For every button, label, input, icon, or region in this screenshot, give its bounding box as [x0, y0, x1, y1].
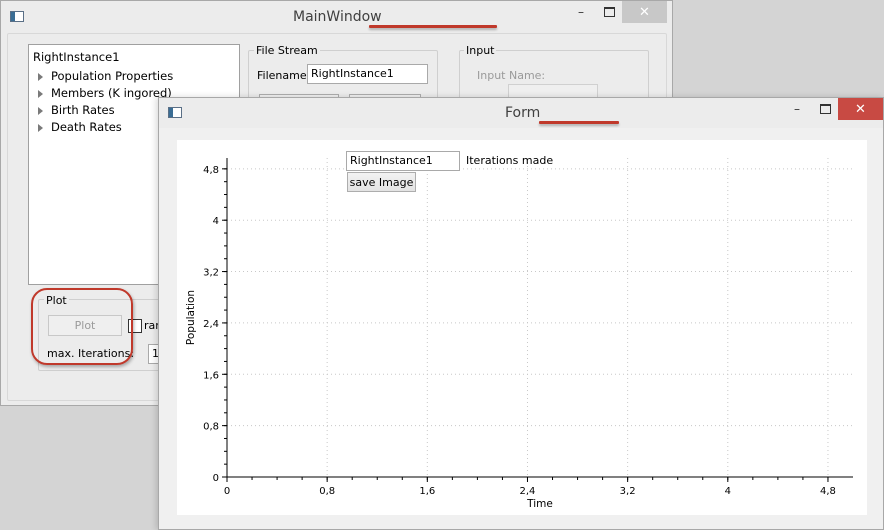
- expand-arrow-icon[interactable]: [38, 89, 43, 98]
- random-checkbox-label: ran: [144, 319, 163, 332]
- x-tick-label: 1,6: [419, 486, 435, 497]
- expand-arrow-icon[interactable]: [38, 106, 43, 115]
- maximize-button[interactable]: [812, 98, 838, 120]
- input-group-label: Input: [464, 44, 497, 57]
- close-icon: ✕: [639, 4, 650, 20]
- form-window-title: Form: [505, 105, 541, 121]
- close-button[interactable]: ✕: [838, 98, 883, 120]
- input-name-field[interactable]: [508, 84, 598, 98]
- annotation-underline: [369, 25, 497, 28]
- x-tick-label: 0: [224, 486, 230, 497]
- maximize-button[interactable]: [597, 1, 621, 23]
- y-tick-label: 3,2: [203, 268, 219, 279]
- plot-button[interactable]: Plot: [48, 315, 122, 336]
- app-icon: [10, 11, 24, 22]
- app-icon: [168, 107, 182, 118]
- close-button[interactable]: ✕: [622, 1, 667, 23]
- x-tick-label: 0,8: [319, 486, 335, 497]
- y-tick-label: 2,4: [203, 319, 219, 330]
- x-axis-label: Time: [526, 498, 553, 510]
- y-tick-label: 4: [213, 216, 219, 227]
- annotation-underline: [539, 121, 619, 124]
- iterations-made-label: Iterations made: [466, 154, 554, 167]
- y-tick-label: 0: [213, 473, 219, 484]
- tree-item-death-rates[interactable]: Death Rates: [38, 120, 122, 134]
- x-tick-label: 3,2: [620, 486, 636, 497]
- form-window: Form – ✕ 0 0,8 1,6 2,4 3,2 4 4,8 0 0,8 1,6 2,4 3,2 4…: [158, 97, 884, 530]
- x-tick-label: 4,8: [820, 486, 836, 497]
- y-axis-label: Population: [185, 290, 197, 345]
- minimize-button[interactable]: –: [794, 102, 800, 116]
- y-tick-label: 0,8: [203, 422, 219, 433]
- plot-canvas: 0 0,8 1,6 2,4 3,2 4 4,8 0 0,8 1,6 2,4 3,2 4 4,8 Time Po…: [177, 140, 867, 515]
- y-tick-label: 4,8: [203, 165, 219, 176]
- expand-arrow-icon[interactable]: [38, 72, 43, 81]
- expand-arrow-icon[interactable]: [38, 123, 43, 132]
- tree-item-birth-rates[interactable]: Birth Rates: [38, 103, 115, 117]
- y-tick-label: 1,6: [203, 370, 219, 381]
- x-tick-label: 4: [725, 486, 731, 497]
- tree-item-population-properties[interactable]: Population Properties: [38, 69, 173, 83]
- instance-name-field[interactable]: RightInstance1: [346, 151, 460, 171]
- maximize-icon: [819, 104, 831, 114]
- tree-root[interactable]: RightInstance1: [33, 50, 120, 64]
- annotation-circle: [31, 288, 133, 365]
- input-name-label: Input Name:: [477, 69, 546, 82]
- maximize-icon: [603, 7, 615, 17]
- save-image-button[interactable]: save Image: [347, 172, 416, 192]
- main-window-titlebar: MainWindow – ✕: [1, 1, 672, 31]
- plot-group-label: Plot: [44, 294, 69, 307]
- form-window-titlebar: Form – ✕: [159, 98, 883, 128]
- filename-input[interactable]: RightInstance1: [307, 64, 428, 84]
- minimize-button[interactable]: –: [578, 5, 584, 19]
- main-window-title: MainWindow: [293, 9, 382, 25]
- file-stream-label: File Stream: [254, 44, 320, 57]
- tree-item-members[interactable]: Members (K ingored): [38, 86, 172, 100]
- max-iterations-label: max. Iterations:: [47, 347, 135, 360]
- close-icon: ✕: [855, 101, 866, 117]
- filename-label: Filename:: [257, 69, 311, 82]
- population-chart: 0 0,8 1,6 2,4 3,2 4 4,8 0 0,8 1,6 2,4 3,2 4 4,8 Time Po…: [185, 158, 853, 510]
- x-tick-label: 2,4: [520, 486, 536, 497]
